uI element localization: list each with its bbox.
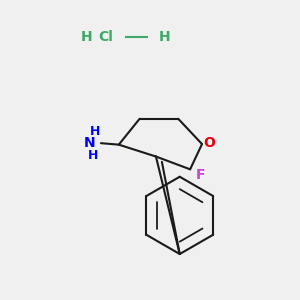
Text: Cl: Cl <box>98 30 113 44</box>
Text: H: H <box>90 125 100 138</box>
Text: O: O <box>203 136 215 150</box>
Text: F: F <box>196 168 206 182</box>
Text: H: H <box>159 30 171 44</box>
Text: N: N <box>83 136 95 150</box>
Text: H: H <box>80 30 92 44</box>
Text: H: H <box>88 149 99 162</box>
